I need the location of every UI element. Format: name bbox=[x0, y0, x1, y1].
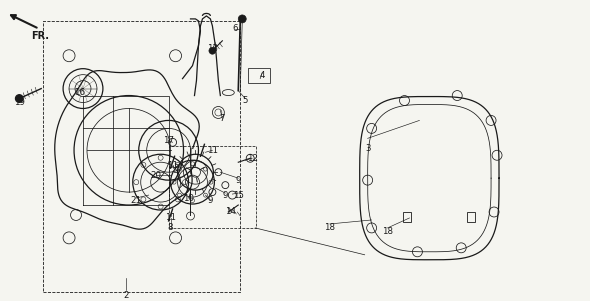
Text: 21: 21 bbox=[130, 196, 141, 205]
Text: 5: 5 bbox=[242, 96, 248, 105]
Text: 10: 10 bbox=[183, 194, 194, 203]
Bar bbox=[248, 68, 270, 82]
Bar bbox=[467, 212, 475, 222]
Text: 16: 16 bbox=[74, 88, 84, 97]
Circle shape bbox=[15, 95, 23, 102]
Text: FR.: FR. bbox=[31, 31, 49, 41]
Text: 20: 20 bbox=[150, 171, 161, 180]
Bar bbox=[43, 21, 240, 292]
Text: 2: 2 bbox=[123, 291, 129, 300]
Circle shape bbox=[209, 47, 216, 54]
Text: 7: 7 bbox=[219, 114, 225, 123]
Text: 11: 11 bbox=[165, 213, 176, 222]
Text: 12: 12 bbox=[247, 154, 258, 163]
Text: 17: 17 bbox=[163, 136, 174, 145]
Text: 19: 19 bbox=[14, 98, 25, 107]
Bar bbox=[169, 146, 256, 228]
Text: 4: 4 bbox=[260, 71, 265, 80]
Text: 15: 15 bbox=[233, 191, 244, 200]
Text: 13: 13 bbox=[207, 44, 218, 53]
Text: 9: 9 bbox=[235, 176, 241, 185]
Text: 6: 6 bbox=[232, 24, 238, 33]
Text: 8: 8 bbox=[168, 223, 173, 232]
Text: 18: 18 bbox=[382, 227, 393, 236]
Text: 3: 3 bbox=[365, 144, 371, 153]
Text: 18: 18 bbox=[324, 223, 335, 232]
Circle shape bbox=[238, 15, 246, 23]
Text: 14: 14 bbox=[225, 207, 236, 216]
Bar bbox=[404, 212, 411, 222]
Text: 11: 11 bbox=[167, 161, 178, 170]
Text: 9: 9 bbox=[208, 196, 213, 205]
Text: 11: 11 bbox=[207, 146, 218, 155]
Text: 9: 9 bbox=[222, 191, 228, 200]
